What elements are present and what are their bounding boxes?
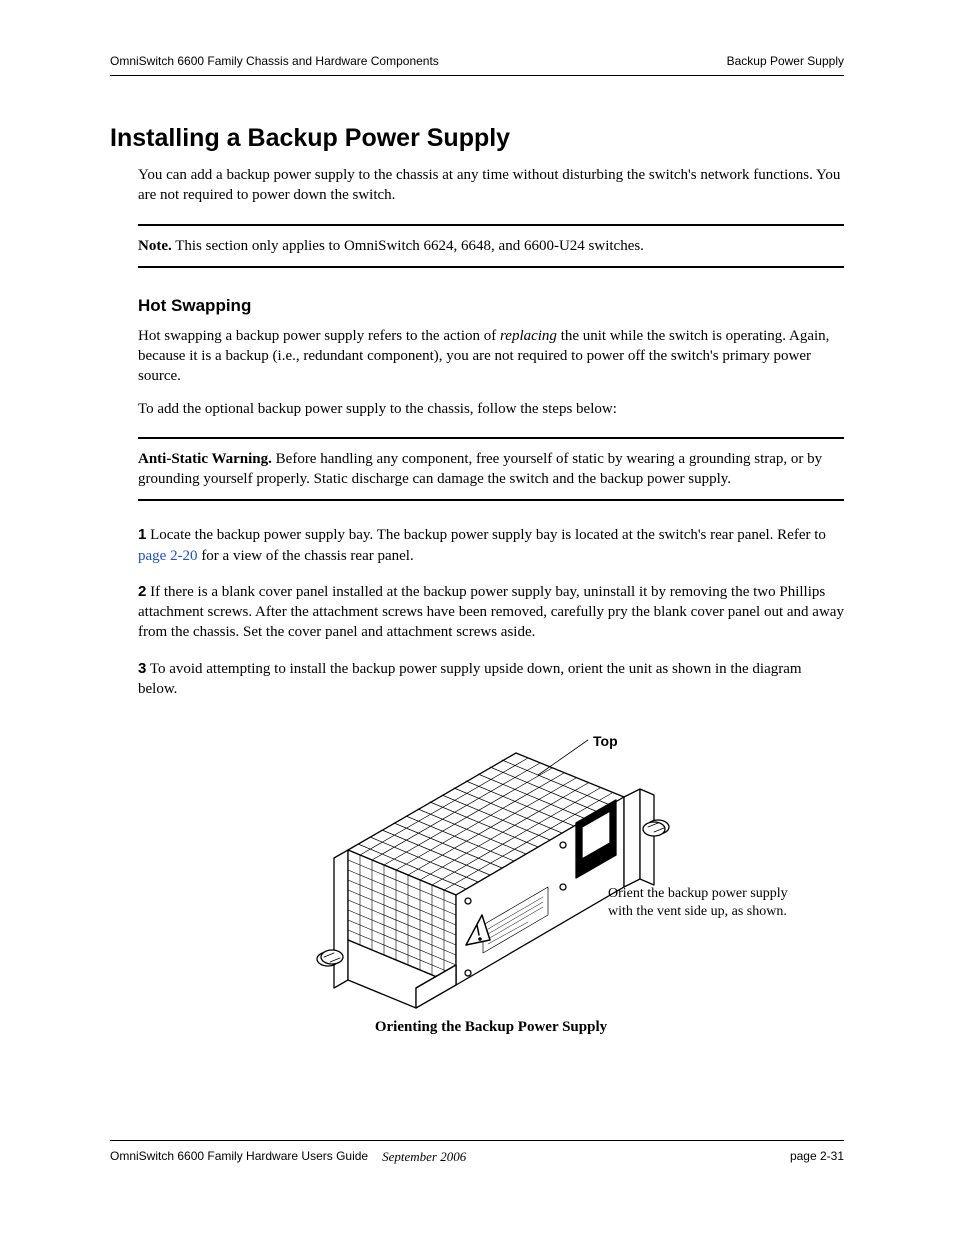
header-left: OmniSwitch 6600 Family Chassis and Hardw… <box>110 54 439 68</box>
hot-swapping-paragraph-1: Hot swapping a backup power supply refer… <box>138 326 844 387</box>
step-3-text: To avoid attempting to install the backu… <box>138 661 802 697</box>
warning-label: Anti-Static Warning. <box>138 451 272 467</box>
running-header: OmniSwitch 6600 Family Chassis and Hardw… <box>110 54 844 76</box>
footer-page-number: page 2-31 <box>790 1149 844 1165</box>
power-supply-figure: Top Orient the backup power supply with … <box>138 715 844 1015</box>
footer-left: OmniSwitch 6600 Family Hardware Users Gu… <box>110 1149 466 1165</box>
hot-swapping-heading: Hot Swapping <box>138 296 844 316</box>
warning-box: Anti-Static Warning. Before handling any… <box>138 437 844 502</box>
note-label: Note. <box>138 238 172 254</box>
hs-p1-italic: replacing <box>500 328 557 344</box>
figure-caption: Orienting the Backup Power Supply <box>138 1019 844 1036</box>
power-supply-svg <box>138 715 844 1015</box>
page-title: Installing a Backup Power Supply <box>110 124 844 153</box>
step-2-text: If there is a blank cover panel installe… <box>138 584 844 641</box>
footer-guide: OmniSwitch 6600 Family Hardware Users Gu… <box>110 1149 368 1165</box>
footer-date: September 2006 <box>382 1149 466 1165</box>
running-footer: OmniSwitch 6600 Family Hardware Users Gu… <box>110 1140 844 1165</box>
step-1-text-b: for a view of the chassis rear panel. <box>198 548 414 564</box>
note-text: This section only applies to OmniSwitch … <box>172 238 644 254</box>
document-page: OmniSwitch 6600 Family Chassis and Hardw… <box>0 0 954 1235</box>
figure-top-label: Top <box>593 733 618 751</box>
hot-swapping-paragraph-2: To add the optional backup power supply … <box>138 399 844 419</box>
page-link[interactable]: page 2-20 <box>138 548 198 564</box>
step-2: 2 If there is a blank cover panel instal… <box>138 582 844 643</box>
figure-callout: Orient the backup power supply with the … <box>608 885 788 920</box>
note-box: Note. This section only applies to OmniS… <box>138 224 844 268</box>
hs-p1-a: Hot swapping a backup power supply refer… <box>138 328 500 344</box>
header-right: Backup Power Supply <box>727 54 844 68</box>
intro-paragraph: You can add a backup power supply to the… <box>138 165 844 206</box>
step-1-text-a: Locate the backup power supply bay. The … <box>146 527 826 543</box>
step-1: 1 Locate the backup power supply bay. Th… <box>138 525 844 566</box>
step-3: 3 To avoid attempting to install the bac… <box>138 659 844 700</box>
